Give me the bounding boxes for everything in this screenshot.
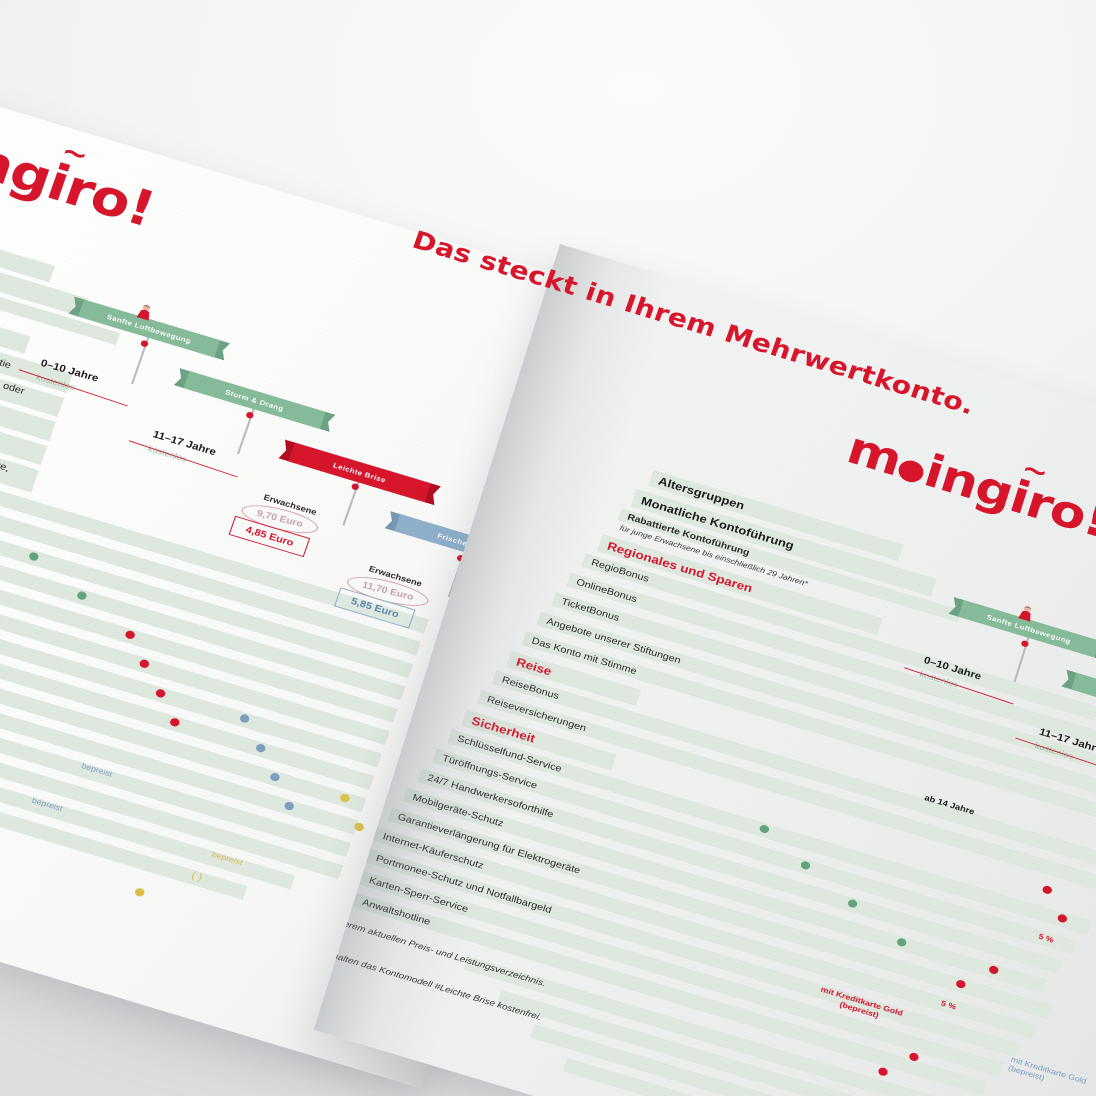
right-page-content: mingiro! Altersgruppen Monatliche Kontof…	[313, 244, 1096, 1096]
tariff-ribbon-0-group: Sanfte Luftbewegung	[0, 62, 690, 385]
mascot-icon	[1018, 605, 1032, 622]
left-page-content: mingiro! Altersgruppen Monatliche Kontof…	[0, 62, 690, 1088]
tariff-ribbon-r0-group: Sanfte Luftbewegung	[560, 244, 1096, 682]
brochure-right-page: mingiro! Altersgruppen Monatliche Kontof…	[313, 244, 1096, 1096]
brochure-left-page: mingiro! Altersgruppen Monatliche Kontof…	[0, 62, 690, 1088]
mascot-icon	[136, 304, 151, 321]
